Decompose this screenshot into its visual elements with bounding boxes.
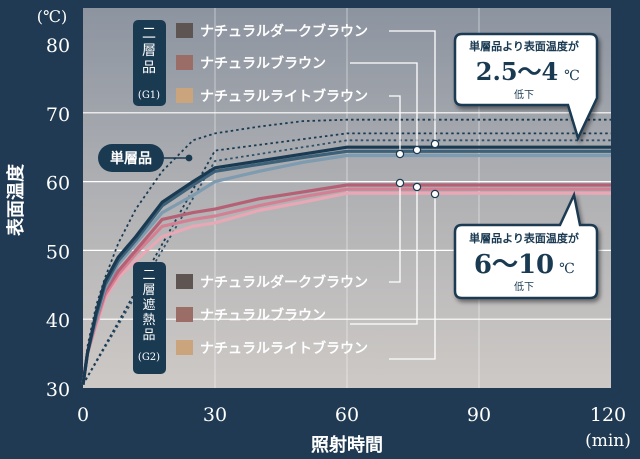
marker-g2-dark bbox=[395, 178, 405, 188]
callout-g2-value: 6〜10 bbox=[474, 250, 554, 280]
marker-g1-dark bbox=[430, 139, 440, 149]
series-line bbox=[81, 145, 611, 385]
callout-g1-unit: ℃ bbox=[564, 68, 580, 84]
legend-g2-code: (G2) bbox=[138, 352, 160, 363]
series-lines bbox=[81, 118, 611, 386]
x-tick-labels: 0 30 60 90 120 bbox=[77, 404, 626, 426]
callout-g2-suffix: 低下 bbox=[514, 280, 534, 293]
leader-g2-brown bbox=[350, 187, 418, 325]
leader-g2-dark bbox=[389, 183, 401, 283]
swatch-g1-light bbox=[176, 88, 193, 103]
legend-g2-label-brown: ナチュラルブラウン bbox=[200, 307, 326, 324]
single-layer-pill bbox=[98, 144, 164, 172]
series-line bbox=[82, 132, 611, 386]
single-layer-text: 単層品 bbox=[110, 150, 152, 167]
leader-g2-light bbox=[389, 194, 436, 360]
legend-leaders bbox=[350, 30, 436, 360]
legend-g1-code: (G1) bbox=[138, 90, 160, 101]
y-tick-label: 30 bbox=[46, 379, 70, 401]
legend-g1: 二層品 (G1) ナチュラルダークブラウン ナチュラルブラウン ナチュラルライト… bbox=[133, 20, 368, 106]
swatch-g1-brown bbox=[176, 55, 193, 70]
legend-g2-label-dark: ナチュラルダークブラウン bbox=[200, 274, 368, 291]
single-layer-marker bbox=[185, 154, 193, 162]
legend-g2: 二層遮熱品 (G2) ナチュラルダークブラウン ナチュラルブラウン ナチュラルラ… bbox=[133, 262, 368, 374]
swatch-g2-light bbox=[176, 340, 193, 355]
callout-g2 bbox=[453, 191, 599, 300]
callout-g2-bubble bbox=[453, 191, 599, 300]
legend-g1-heading: 二層品 bbox=[142, 26, 156, 76]
single-layer-label: 単層品 bbox=[98, 144, 193, 172]
legend-g2-box bbox=[133, 262, 166, 374]
y-tick-label: 50 bbox=[46, 241, 70, 263]
x-tick-label: 90 bbox=[467, 404, 491, 426]
x-tick-label: 0 bbox=[77, 404, 89, 426]
callout-g1 bbox=[453, 32, 599, 142]
leader-g1-light bbox=[389, 95, 401, 154]
legend-g1-label-dark: ナチュラルダークブラウン bbox=[200, 23, 368, 40]
marker-g2-brown bbox=[412, 182, 422, 192]
callout-g1-value: 2.5〜4 bbox=[476, 57, 558, 86]
leader-g1-dark bbox=[389, 30, 436, 144]
y-tick-labels: 30 40 50 60 70 80 bbox=[46, 35, 70, 401]
x-tick-label: 30 bbox=[203, 404, 227, 426]
callout-g2-unit: ℃ bbox=[559, 261, 575, 277]
marker-g1-light bbox=[395, 149, 405, 159]
y-axis-label: 表面温度 bbox=[5, 163, 27, 236]
marker-g1-brown bbox=[412, 145, 422, 155]
callout-g1-title: 単層品より表面温度が bbox=[469, 39, 579, 53]
legend-g1-box bbox=[133, 20, 166, 106]
swatch-g1-dark bbox=[176, 23, 193, 38]
legend-g2-label-light: ナチュラルライトブラウン bbox=[200, 340, 368, 357]
legend-g2-heading: 二層遮熱品 bbox=[142, 268, 155, 343]
marker-g2-light bbox=[430, 189, 440, 199]
x-axis-label: 照射時間 bbox=[311, 434, 383, 456]
x-unit-label: (min) bbox=[585, 431, 631, 451]
callout-g1-bubble bbox=[453, 32, 599, 142]
y-unit-label: (℃) bbox=[37, 7, 67, 26]
y-tick-label: 80 bbox=[46, 35, 70, 57]
swatch-g2-dark bbox=[176, 274, 193, 289]
x-tick-label: 120 bbox=[590, 404, 626, 426]
y-tick-label: 40 bbox=[46, 310, 70, 332]
swatch-g2-brown bbox=[176, 307, 193, 322]
legend-g1-label-light: ナチュラルライトブラウン bbox=[200, 88, 368, 105]
callout-g2-title: 単層品より表面温度が bbox=[469, 231, 579, 245]
legend-g1-label-brown: ナチュラルブラウン bbox=[200, 55, 326, 72]
callout-g1-suffix: 低下 bbox=[514, 88, 534, 101]
leader-markers bbox=[395, 139, 440, 199]
leader-g1-brown bbox=[350, 62, 418, 150]
gridlines bbox=[83, 8, 611, 388]
y-tick-label: 70 bbox=[46, 104, 70, 126]
x-tick-label: 60 bbox=[335, 404, 359, 426]
y-tick-label: 60 bbox=[46, 173, 70, 195]
